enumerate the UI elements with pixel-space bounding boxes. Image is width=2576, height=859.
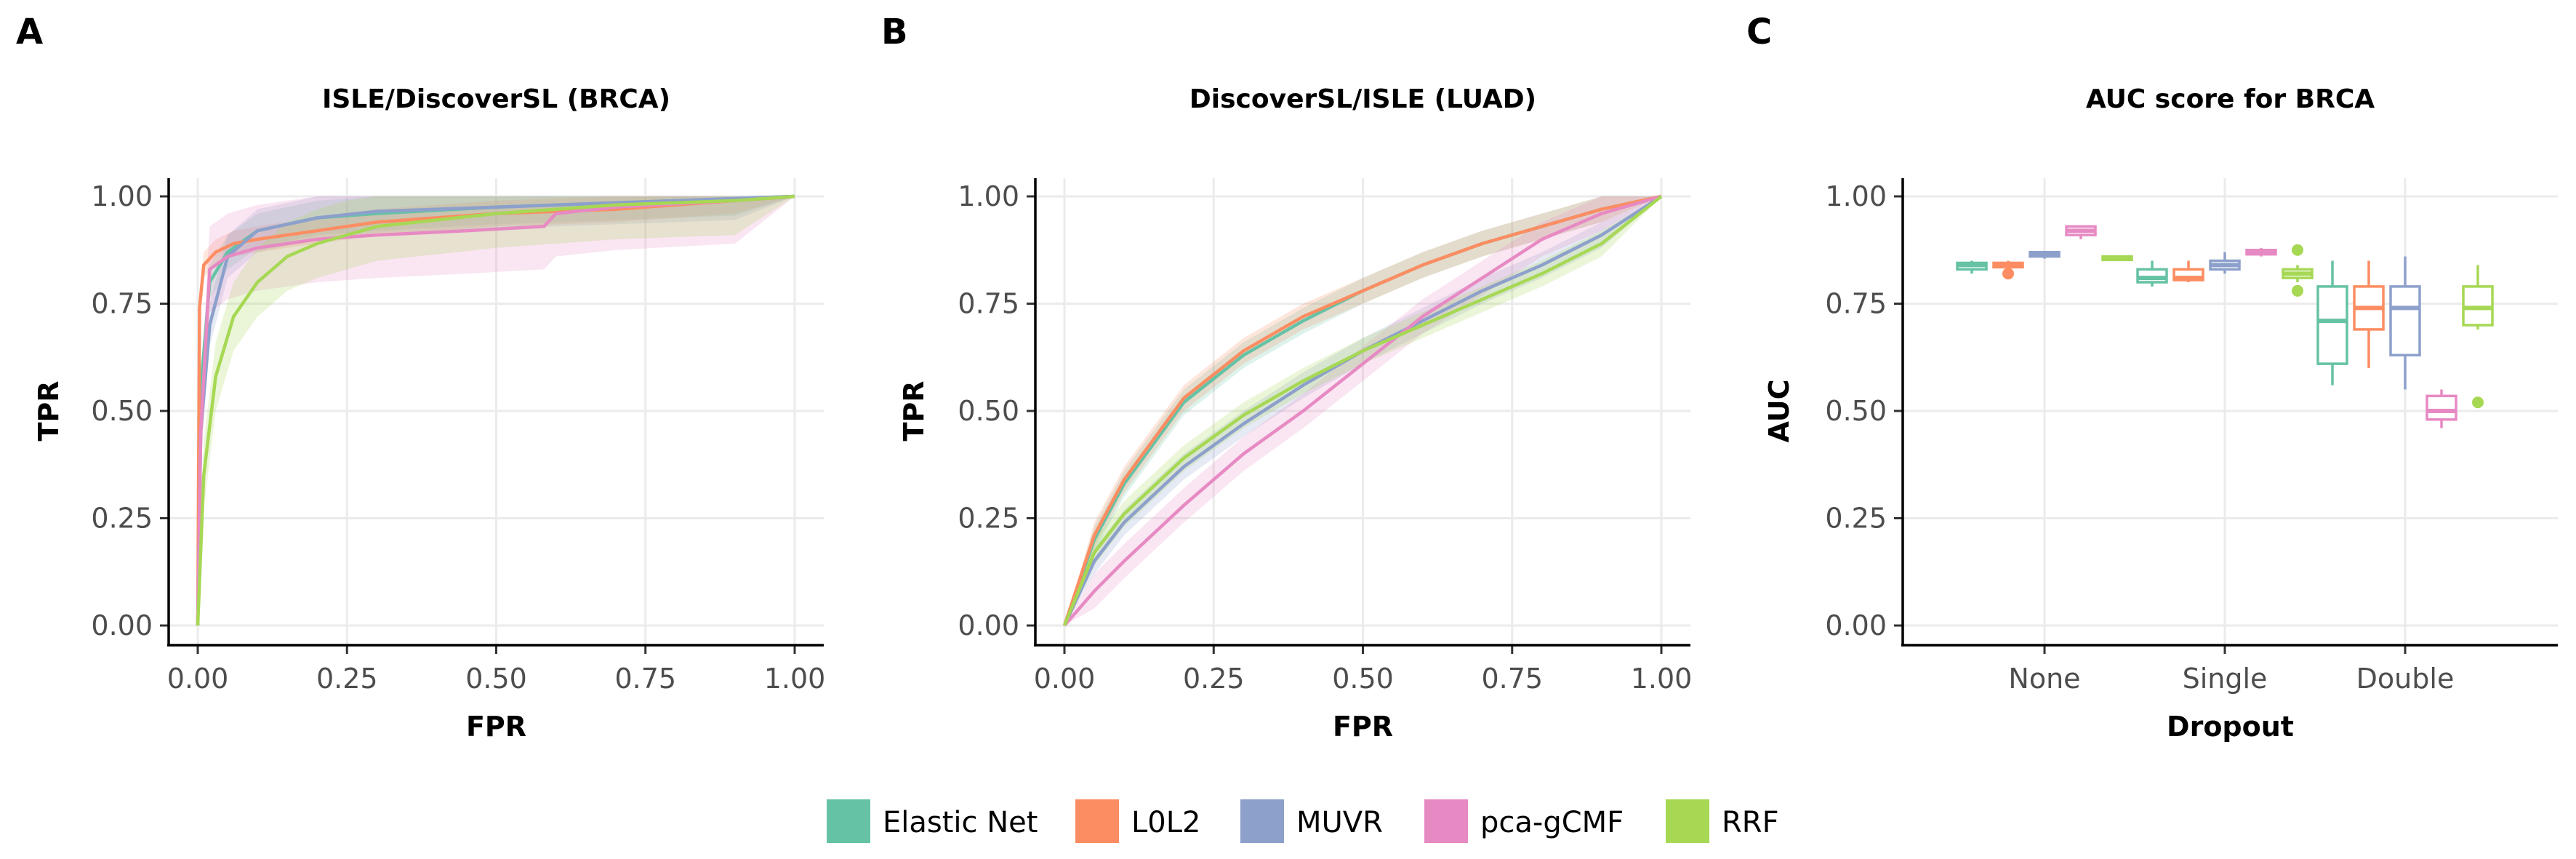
box-double-l0l2 bbox=[2353, 260, 2385, 368]
x-axis-title: FPR bbox=[1333, 711, 1393, 743]
legend-item-l0l2 bbox=[1075, 799, 1119, 843]
y-tick-label: 0.75 bbox=[1825, 288, 1887, 320]
x-tick-label: 0.00 bbox=[1034, 663, 1096, 695]
series-line-l0l2 bbox=[196, 194, 795, 626]
panel-c bbox=[1894, 178, 2558, 654]
series-line-l0l2 bbox=[1062, 194, 1662, 626]
y-tick-label: 0.50 bbox=[1825, 395, 1887, 427]
box-single-rrf bbox=[2282, 244, 2314, 297]
x-category-label: Double bbox=[2356, 663, 2455, 695]
box-single-elastic-net bbox=[2136, 260, 2168, 287]
box-double-elastic-net bbox=[2316, 260, 2348, 385]
panel-b bbox=[1027, 178, 1690, 654]
box-single-l0l2 bbox=[2172, 260, 2204, 282]
y-tick-label: 0.75 bbox=[958, 288, 1019, 320]
y-tick-label: 1.00 bbox=[91, 180, 153, 212]
ci-band-muvr bbox=[1064, 196, 1661, 626]
box-double-muvr bbox=[2389, 256, 2421, 390]
y-axis-title: TPR bbox=[898, 380, 930, 441]
y-tick-label: 0.00 bbox=[1825, 610, 1887, 642]
ci-band-rrf bbox=[1064, 196, 1661, 626]
legend-label: pca-gCMF bbox=[1480, 806, 1624, 839]
outlier-point bbox=[2472, 396, 2484, 409]
x-category-label: Single bbox=[2183, 663, 2268, 695]
x-axis-title: FPR bbox=[466, 711, 526, 743]
panel-a bbox=[160, 178, 824, 654]
x-tick-label: 0.25 bbox=[1183, 663, 1245, 695]
ci-band-elastic-net bbox=[1064, 196, 1661, 626]
box-none-muvr bbox=[2029, 250, 2061, 259]
box-single-muvr bbox=[2209, 252, 2241, 274]
y-tick-label: 0.25 bbox=[91, 503, 153, 535]
x-tick-label: 0.25 bbox=[316, 663, 378, 695]
box-iqr bbox=[2389, 285, 2421, 357]
legend-label: MUVR bbox=[1296, 806, 1383, 839]
legend-key bbox=[1424, 799, 1468, 843]
y-tick-label: 0.00 bbox=[958, 610, 1019, 642]
panel-letter-b: B bbox=[881, 12, 908, 52]
x-tick-label: 0.00 bbox=[167, 663, 229, 695]
panel-letter-a: A bbox=[16, 12, 43, 52]
x-tick-label: 1.00 bbox=[764, 663, 826, 695]
box-iqr bbox=[2316, 285, 2348, 365]
box-double-rrf bbox=[2462, 265, 2494, 409]
box-iqr bbox=[2425, 394, 2457, 421]
y-tick-label: 0.75 bbox=[91, 288, 153, 320]
box-none-rrf bbox=[2101, 255, 2133, 262]
y-tick-label: 1.00 bbox=[1825, 180, 1887, 212]
x-tick-label: 0.75 bbox=[614, 663, 676, 695]
outlier-point bbox=[2292, 244, 2303, 256]
x-axis-title: Dropout bbox=[2167, 711, 2294, 743]
legend-label: L0L2 bbox=[1131, 806, 1200, 839]
y-tick-label: 0.25 bbox=[1825, 503, 1887, 535]
box-none-l0l2 bbox=[1992, 260, 2024, 280]
series-line-rrf bbox=[196, 194, 795, 626]
legend-item-pca-gcmf bbox=[1424, 799, 1468, 843]
x-category-label: None bbox=[2008, 663, 2080, 695]
legend bbox=[827, 799, 1709, 843]
x-tick-label: 0.50 bbox=[465, 663, 527, 695]
series-line-rrf bbox=[1062, 195, 1663, 626]
series-line-pca-gcmf bbox=[1063, 194, 1662, 627]
box-none-elastic-net bbox=[1956, 260, 1988, 274]
y-tick-label: 0.00 bbox=[91, 610, 153, 642]
legend-item-muvr bbox=[1240, 799, 1284, 843]
box-single-pca-gcmf bbox=[2245, 247, 2277, 257]
x-tick-label: 1.00 bbox=[1631, 663, 1693, 695]
chart-title-b: DiscoverSL/ISLE (LUAD) bbox=[1189, 84, 1536, 114]
panel-letter-c: C bbox=[1746, 12, 1772, 52]
box-double-pca-gcmf bbox=[2425, 389, 2457, 428]
chart-title-a: ISLE/DiscoverSL (BRCA) bbox=[322, 84, 670, 114]
x-tick-label: 0.50 bbox=[1332, 663, 1394, 695]
legend-key bbox=[1240, 799, 1284, 843]
ci-band-l0l2 bbox=[1064, 196, 1661, 626]
legend-item-rrf bbox=[1666, 799, 1709, 843]
outlier-point bbox=[2292, 284, 2303, 297]
legend-label: Elastic Net bbox=[883, 806, 1038, 839]
chart-title-c: AUC score for BRCA bbox=[2086, 84, 2375, 114]
series-line-pca-gcmf bbox=[196, 194, 795, 626]
y-tick-label: 0.50 bbox=[91, 395, 153, 427]
legend-item-elastic-net bbox=[827, 799, 870, 843]
y-tick-label: 1.00 bbox=[958, 180, 1019, 212]
series-line-muvr bbox=[196, 194, 795, 626]
y-tick-label: 0.50 bbox=[958, 395, 1019, 427]
box-none-pca-gcmf bbox=[2065, 225, 2097, 239]
y-tick-label: 0.25 bbox=[958, 503, 1019, 535]
y-axis-title: TPR bbox=[33, 380, 65, 441]
series-line-muvr bbox=[1062, 195, 1663, 626]
legend-key bbox=[1075, 799, 1119, 843]
x-tick-label: 0.75 bbox=[1481, 663, 1543, 695]
legend-key bbox=[827, 799, 870, 843]
y-axis-title: AUC bbox=[1763, 380, 1795, 443]
legend-label: RRF bbox=[1722, 806, 1779, 839]
outlier-point bbox=[2002, 268, 2014, 280]
legend-key bbox=[1666, 799, 1709, 843]
